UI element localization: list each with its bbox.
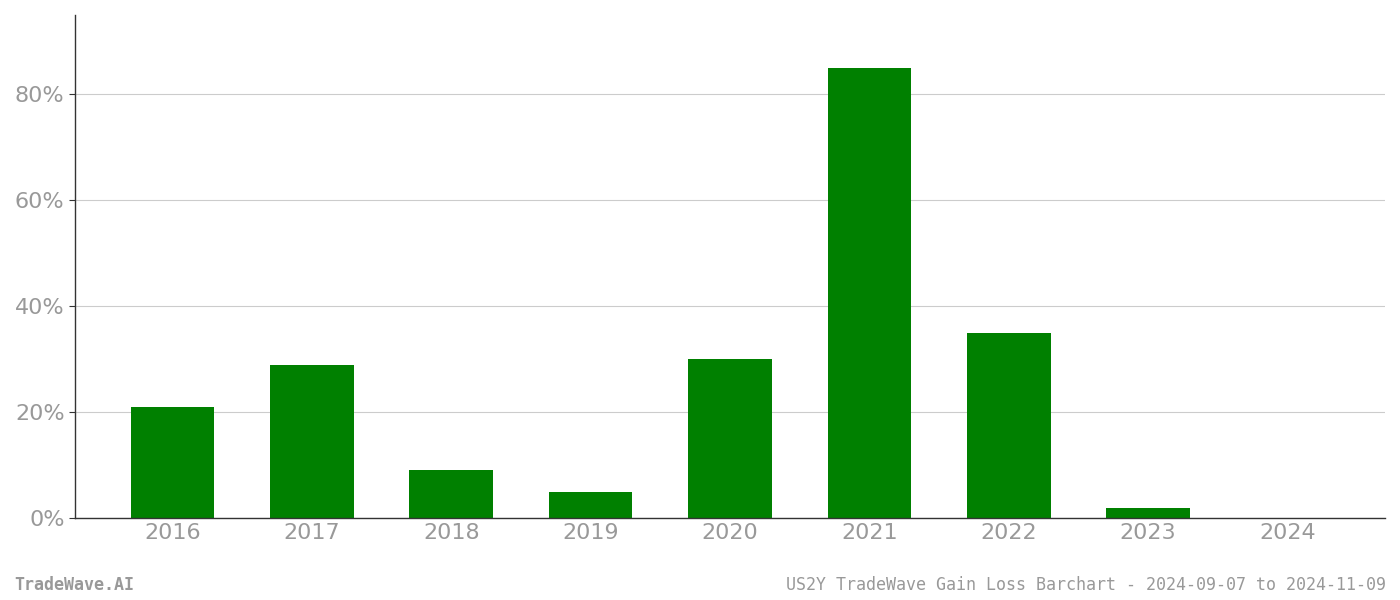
Text: US2Y TradeWave Gain Loss Barchart - 2024-09-07 to 2024-11-09: US2Y TradeWave Gain Loss Barchart - 2024… xyxy=(785,576,1386,594)
Bar xyxy=(967,333,1050,518)
Bar xyxy=(827,68,911,518)
Bar xyxy=(549,491,633,518)
Bar xyxy=(1106,508,1190,518)
Text: TradeWave.AI: TradeWave.AI xyxy=(14,576,134,594)
Bar xyxy=(689,359,771,518)
Bar xyxy=(409,470,493,518)
Bar xyxy=(270,365,354,518)
Bar xyxy=(130,407,214,518)
